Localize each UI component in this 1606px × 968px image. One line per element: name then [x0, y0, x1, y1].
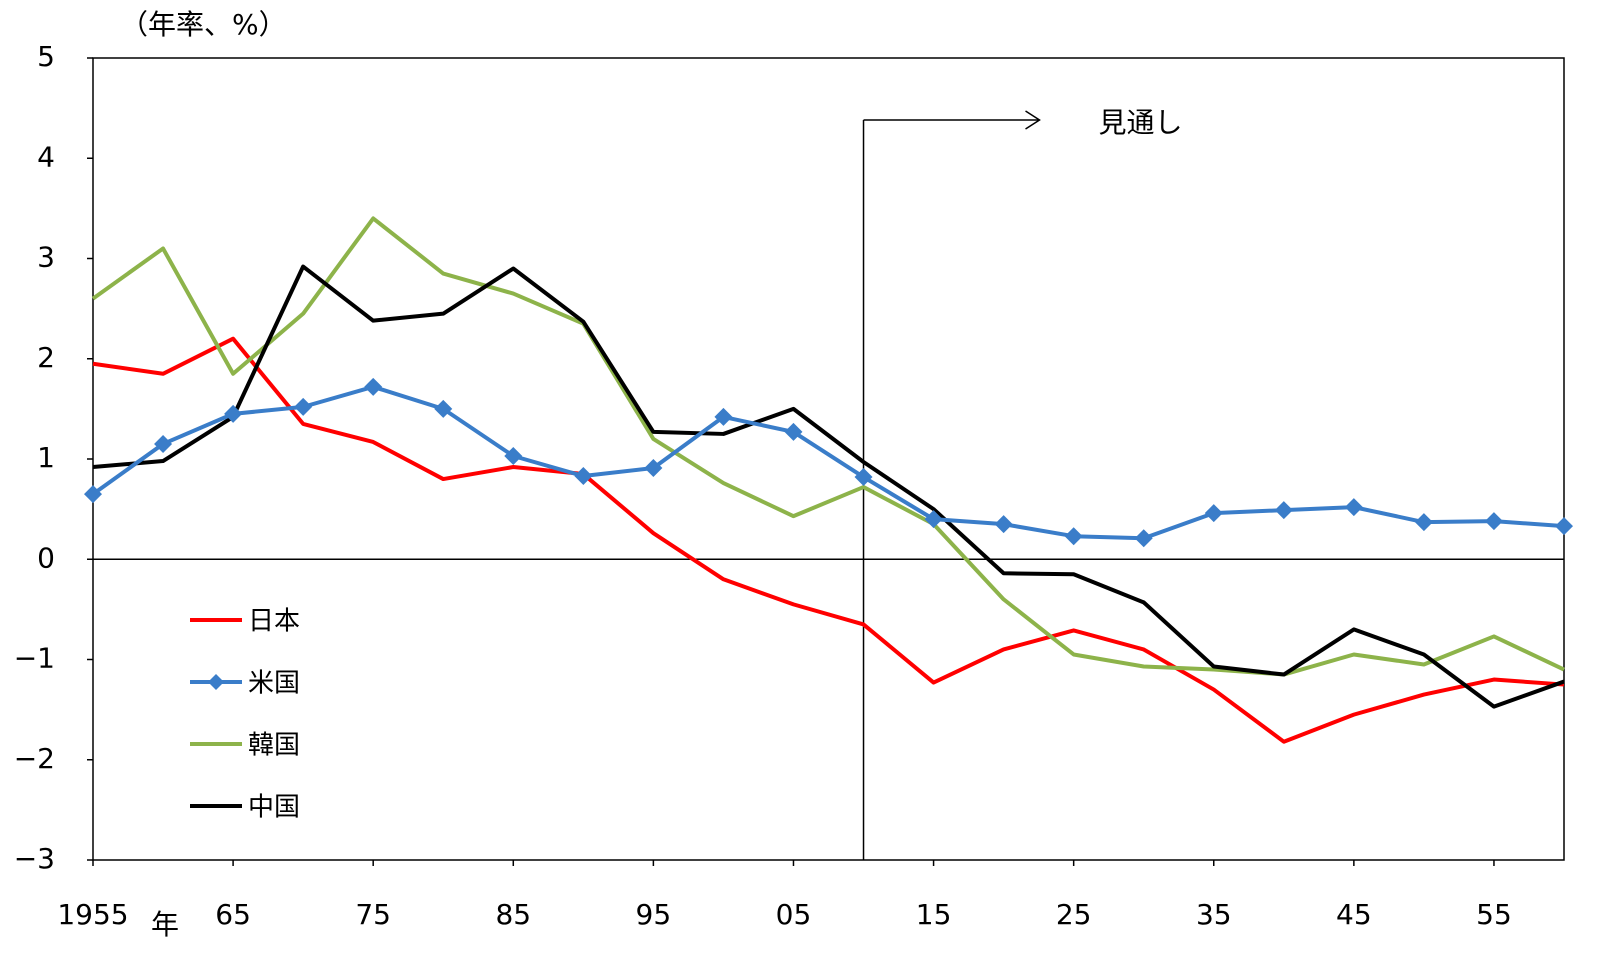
- y-tick-label: 1: [37, 441, 55, 474]
- x-tick-label: 45: [1336, 898, 1372, 931]
- x-tick-label: 65: [215, 898, 251, 931]
- series-line: [91, 384, 1565, 541]
- y-tick-label: −2: [14, 742, 55, 775]
- series-line: [92, 264, 1565, 709]
- legend-label: 日本: [248, 607, 300, 637]
- y-tick-label: −1: [14, 642, 55, 675]
- point-marker: [154, 434, 173, 453]
- point-marker: [714, 407, 733, 426]
- y-tick-label: −3: [14, 842, 55, 875]
- point-marker: [854, 468, 873, 487]
- point-marker: [924, 510, 943, 529]
- x-tick-label: 25: [1056, 898, 1092, 931]
- arrow-head: [1025, 110, 1041, 130]
- point-marker: [1555, 517, 1573, 536]
- y-tick-label: 4: [37, 140, 55, 173]
- point-marker: [574, 467, 593, 486]
- x-tick-label: 15: [916, 898, 952, 931]
- legend-label: 中国: [248, 793, 300, 823]
- point-marker: [644, 459, 663, 478]
- point-marker: [1344, 498, 1363, 517]
- point-marker: [84, 485, 102, 504]
- series-line: [91, 216, 1565, 677]
- legend-label: 米国: [248, 669, 300, 699]
- y-tick-label: 3: [37, 241, 55, 274]
- y-axis-label: （年率、%）: [120, 8, 287, 41]
- y-tick-label: 5: [37, 40, 55, 73]
- point-marker: [294, 397, 313, 416]
- x-tick-label: 55: [1476, 898, 1512, 931]
- x-tick-label: 75: [355, 898, 391, 931]
- point-marker: [994, 515, 1013, 534]
- x-tick-label: 05: [776, 898, 812, 931]
- point-marker: [224, 404, 243, 423]
- y-tick-label: 2: [37, 341, 55, 374]
- x-tick-label: 95: [636, 898, 672, 931]
- plot-frame: [92, 57, 1565, 861]
- point-marker: [1134, 529, 1153, 548]
- point-marker: [1414, 513, 1433, 532]
- point-marker: [1064, 527, 1083, 546]
- legend-marker: [208, 674, 224, 690]
- point-marker: [504, 446, 523, 465]
- point-marker: [364, 377, 383, 396]
- annotation-text: 見通し: [1099, 106, 1183, 139]
- point-marker: [1484, 512, 1503, 531]
- series-line: [92, 336, 1565, 744]
- point-marker: [1204, 504, 1223, 523]
- x-tick-label: 1955: [57, 898, 128, 931]
- legend-label: 韓国: [248, 731, 300, 761]
- point-marker: [434, 399, 453, 418]
- point-marker: [1274, 501, 1293, 520]
- x-tick-label: 35: [1196, 898, 1232, 931]
- x-tick-label: 85: [495, 898, 531, 931]
- point-marker: [784, 422, 803, 441]
- x-axis-label: 年: [151, 908, 179, 941]
- y-tick-label: 0: [37, 541, 55, 574]
